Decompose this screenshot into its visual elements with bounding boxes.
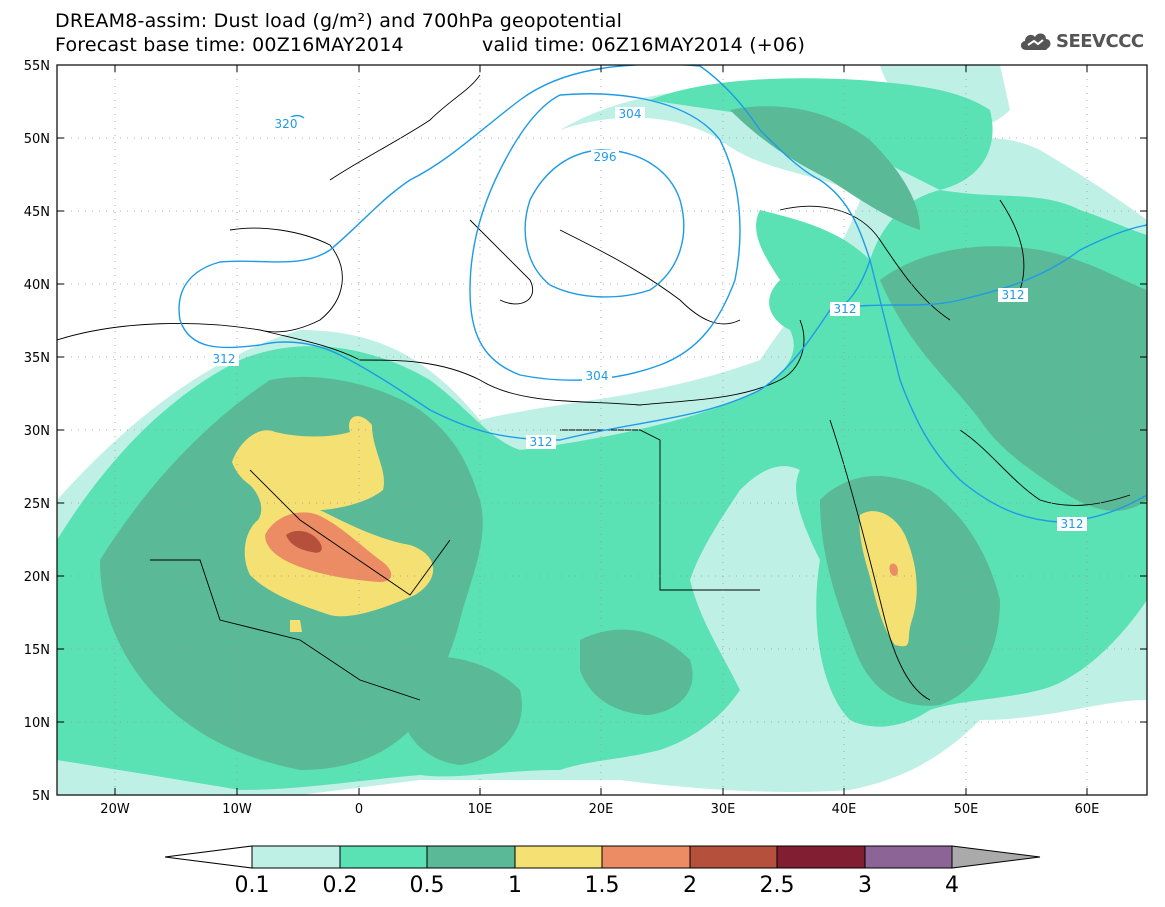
colorbar-label: 2 [683,873,697,898]
contour-296 [524,149,685,298]
dust-level-0.2 [650,78,993,190]
dust-level-1.5 [889,563,898,576]
seevccc-logo: SEEVCCC [1018,26,1144,56]
contour-304 [469,93,741,381]
colorbar-swatch [251,845,341,869]
colorbar-high-arrow [951,845,1041,869]
colorbar-swatch [339,845,428,869]
contour-label: 312 [834,302,857,316]
dust-level-1.5 [265,512,392,582]
lat-label: 20N [24,570,50,585]
cloud-icon [1020,33,1051,50]
dust-level-0.5 [400,656,522,765]
colorbar-low-arrow [164,845,253,869]
lon-label: 0 [355,802,363,817]
dust-level-1 [290,620,302,632]
colorbar-swatch [776,845,866,869]
geopotential-contours [178,65,1147,523]
dust-field [57,65,1147,795]
contour-label: 312 [1061,517,1084,531]
france-outline [329,74,481,181]
colorbar-swatch [689,845,778,869]
lon-label: 30E [711,802,736,817]
colorbar-label: 0.1 [234,873,270,898]
lat-label: 30N [24,424,50,439]
forecast-base-time: Forecast base time: 00Z16MAY2014 [55,34,404,56]
dust-level-2 [286,530,322,553]
contour-label: 312 [530,435,553,449]
lat-label: 5N [32,789,50,804]
colorbar-label: 0.5 [409,873,445,898]
lon-label: 60E [1075,802,1100,817]
dust-level-0.5 [880,246,1147,511]
balkans-outline [559,229,741,325]
dust-level-1 [859,511,917,647]
contour-312 [178,65,871,441]
coastlines [57,74,1131,701]
persian-gulf-coast [959,429,1131,506]
lat-label: 10N [24,716,50,731]
longitude-labels: 20W 10W 0 10E 20E 30E 40E 50E 60E [100,802,1099,817]
contour-label: 304 [619,107,642,121]
contour-labels: 320 304 296 312 304 312 312 312 312 [209,107,1087,531]
egypt-libya-border [560,429,760,591]
red-sea-coast [829,419,931,701]
dust-level-0.5 [730,106,920,230]
lon-label: 20E [589,802,614,817]
north-africa-coast [57,319,805,406]
lat-label: 40N [24,278,50,293]
contour-label: 320 [275,117,298,131]
lon-label: 40E [832,802,857,817]
colorbar-label: 0.2 [322,873,358,898]
lon-label: 10E [468,802,493,817]
lat-label: 15N [24,643,50,658]
sahara-border [249,469,451,596]
colorbar-swatch [426,845,516,869]
latitude-labels: 55N 50N 45N 40N 35N 30N 25N 20N 15N 10N … [24,59,50,804]
colorbar-label: 3 [858,873,872,898]
turkey-outline [779,205,951,321]
colorbar-label: 1 [508,873,522,898]
lat-label: 55N [24,59,50,74]
colorbar-swatch [864,845,953,869]
lat-label: 35N [24,351,50,366]
contour-label: 312 [1002,288,1025,302]
axis-ticks [57,64,1147,796]
valid-time: valid time: 06Z16MAY2014 (+06) [482,34,806,56]
lon-label: 10W [222,802,252,817]
contour-312-east [829,224,1147,311]
colorbar-swatch [601,845,691,869]
iberia-outline [229,227,343,333]
lat-label: 50N [24,132,50,147]
italy-outline [469,219,534,305]
contour-label: 304 [586,369,609,383]
colorbar-label: 2.5 [759,873,795,898]
colorbar [164,845,1041,869]
contour-label: 312 [213,352,236,366]
logo-text: SEEVCCC [1056,30,1144,52]
lat-label: 25N [24,497,50,512]
contour-label: 296 [594,150,617,164]
lon-label: 50E [954,802,979,817]
lat-label: 45N [24,205,50,220]
lon-label: 20W [100,802,130,817]
colorbar-label: 4 [945,873,959,898]
dust-level-0.5 [580,629,693,715]
colorbar-swatch [514,845,603,869]
colorbar-label: 1.5 [584,873,620,898]
map-title: DREAM8-assim: Dust load (g/m²) and 700hP… [55,10,623,32]
sahel-border [150,559,421,701]
